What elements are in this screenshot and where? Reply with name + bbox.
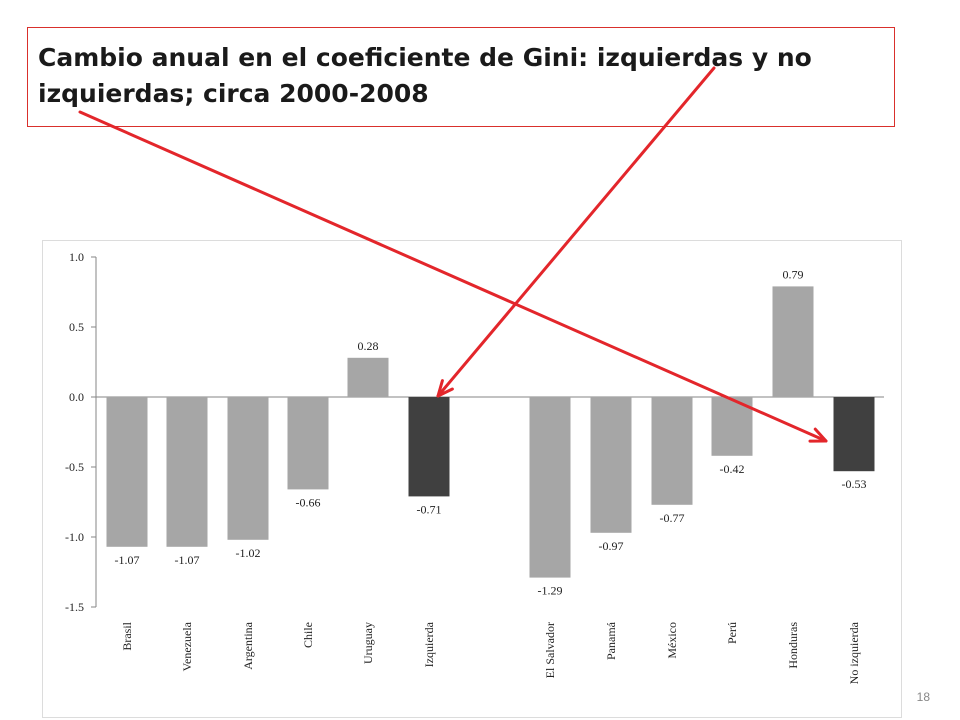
category-label: Panamá xyxy=(604,621,618,660)
annotation-arrow-head xyxy=(808,427,828,443)
bar xyxy=(408,397,450,497)
annotation-arrow-head xyxy=(436,379,454,398)
chart-title: Cambio anual en el coeficiente de Gini: … xyxy=(38,43,812,108)
category-label: Izquierda xyxy=(422,621,436,667)
category-label: México xyxy=(665,622,679,659)
y-tick-label: 0.5 xyxy=(69,320,84,334)
category-label: Venezuela xyxy=(180,621,194,671)
category-label: El Salvador xyxy=(543,622,557,678)
y-tick-label: -1.5 xyxy=(65,600,84,614)
bar xyxy=(106,397,148,547)
category-label: Chile xyxy=(301,622,315,648)
bar xyxy=(166,397,208,547)
data-label: -0.71 xyxy=(417,502,442,516)
bar xyxy=(529,397,571,578)
bar xyxy=(590,397,632,533)
bar xyxy=(227,397,269,540)
category-label: No izquierda xyxy=(847,621,861,684)
data-label: -0.66 xyxy=(296,495,321,509)
bar xyxy=(347,357,389,397)
data-label: -1.02 xyxy=(236,546,261,560)
annotation-arrow-line xyxy=(78,110,828,443)
bar xyxy=(772,286,814,397)
title-box: Cambio anual en el coeficiente de Gini: … xyxy=(27,27,895,127)
category-label: Argentina xyxy=(241,621,255,669)
bar xyxy=(651,397,693,505)
category-label: Perú xyxy=(725,622,739,644)
y-tick-label: 1.0 xyxy=(69,250,84,264)
data-label: -1.07 xyxy=(175,553,200,567)
data-label: 0.79 xyxy=(783,267,804,281)
chart-frame xyxy=(42,240,902,718)
annotation-arrow-line xyxy=(436,66,716,398)
y-tick-label: 0.0 xyxy=(69,390,84,404)
y-tick-label: -1.0 xyxy=(65,530,84,544)
data-label: -0.77 xyxy=(660,511,685,525)
bar xyxy=(287,397,329,490)
data-label: -0.97 xyxy=(599,539,624,553)
data-label: -1.29 xyxy=(538,584,563,598)
y-tick-label: -0.5 xyxy=(65,460,84,474)
category-label: Brasil xyxy=(120,621,134,650)
page-number: 18 xyxy=(916,690,930,704)
data-label: -1.07 xyxy=(115,553,140,567)
data-label: 0.28 xyxy=(358,339,379,353)
bar xyxy=(833,397,875,472)
data-label: -0.42 xyxy=(720,462,745,476)
category-label: Uruguay xyxy=(361,622,375,664)
category-label: Honduras xyxy=(786,622,800,669)
data-label: -0.53 xyxy=(842,477,867,491)
